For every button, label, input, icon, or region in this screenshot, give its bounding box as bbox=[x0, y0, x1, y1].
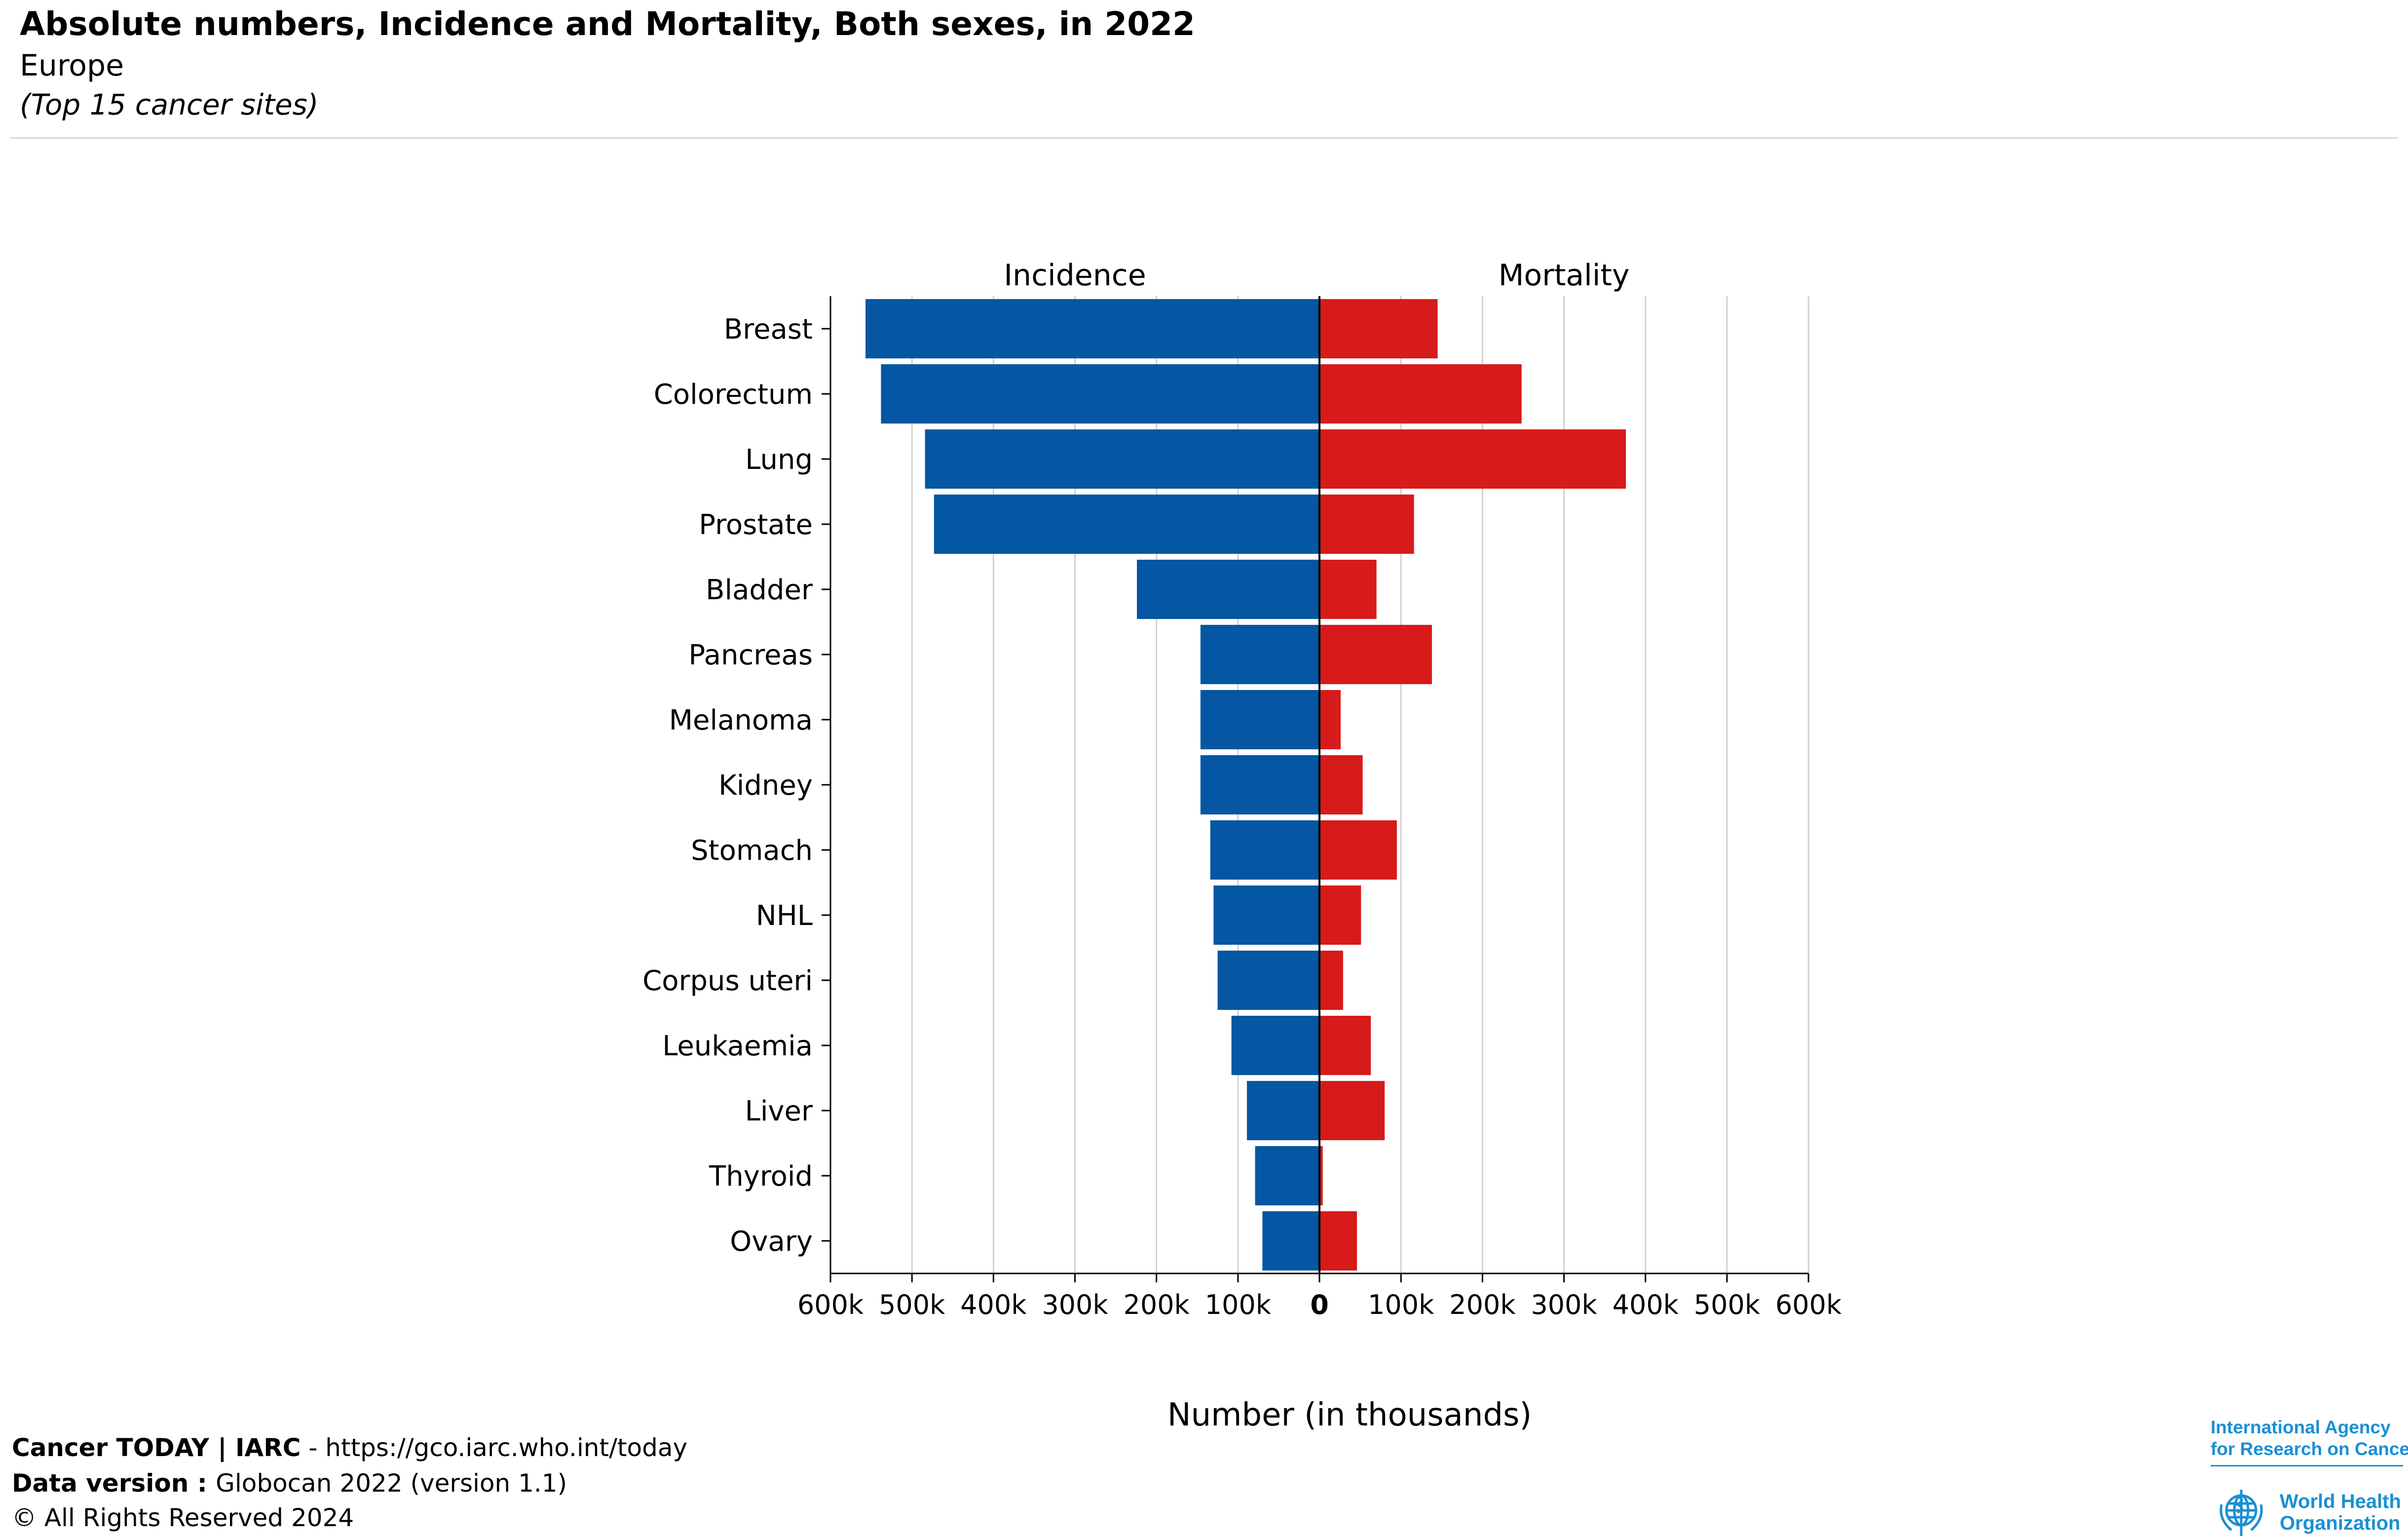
mortality-panel-label: Mortality bbox=[1499, 258, 1630, 293]
incidence-bar bbox=[934, 494, 1319, 554]
incidence-bar bbox=[1262, 1211, 1319, 1271]
category-label: Colorectum bbox=[654, 379, 813, 411]
mortality-bar bbox=[1319, 429, 1626, 489]
category-label: Leukaemia bbox=[662, 1030, 813, 1062]
mortality-bar bbox=[1319, 820, 1397, 880]
category-label: Melanoma bbox=[669, 704, 813, 736]
x-tick-label: 400k bbox=[1612, 1289, 1679, 1320]
mortality-bar bbox=[1319, 299, 1438, 359]
category-label: Bladder bbox=[706, 574, 813, 606]
mortality-bar bbox=[1319, 1146, 1323, 1206]
x-tick-label: 400k bbox=[960, 1289, 1027, 1320]
category-label: Pancreas bbox=[688, 639, 813, 671]
mortality-bar bbox=[1319, 624, 1432, 685]
x-tick-label: 100k bbox=[1368, 1289, 1434, 1320]
x-axis-title: Number (in thousands) bbox=[1167, 1397, 1532, 1433]
incidence-bar bbox=[1200, 624, 1319, 685]
mortality-bar bbox=[1319, 1015, 1371, 1076]
x-tick-label: 500k bbox=[1694, 1289, 1761, 1320]
incidence-bar bbox=[1213, 885, 1319, 945]
incidence-bar bbox=[881, 364, 1319, 424]
footer-data-version-label: Data version : bbox=[12, 1469, 216, 1498]
chart-note: (Top 15 cancer sites) bbox=[20, 88, 319, 121]
who-logo-line1: World Health bbox=[2280, 1491, 2401, 1512]
mortality-bar bbox=[1319, 755, 1363, 815]
category-label: Liver bbox=[745, 1095, 813, 1127]
iarc-logo-line2: for Research on Cancer bbox=[2211, 1439, 2408, 1459]
incidence-bar bbox=[1247, 1080, 1319, 1141]
footer-source: Cancer TODAY | IARC - https://gco.iarc.w… bbox=[12, 1433, 687, 1462]
category-label: Ovary bbox=[730, 1226, 813, 1258]
category-label: Corpus uteri bbox=[642, 965, 813, 997]
x-tick-label: 200k bbox=[1449, 1289, 1516, 1320]
category-label: Stomach bbox=[691, 835, 813, 867]
incidence-bar bbox=[925, 429, 1319, 489]
mortality-bar bbox=[1319, 885, 1361, 945]
incidence-bar bbox=[1200, 755, 1319, 815]
incidence-bar bbox=[1231, 1015, 1319, 1076]
iarc-who-logo: International Agency for Research on Can… bbox=[2211, 1417, 2408, 1540]
category-label: Kidney bbox=[718, 770, 813, 802]
x-tick-label: 0 bbox=[1310, 1289, 1329, 1320]
mortality-bar bbox=[1319, 364, 1522, 424]
chart-title: Absolute numbers, Incidence and Mortalit… bbox=[20, 5, 1195, 43]
category-label: NHL bbox=[756, 900, 813, 932]
mortality-bar bbox=[1319, 1211, 1357, 1271]
footer-copyright: © All Rights Reserved 2024 bbox=[12, 1503, 354, 1532]
mortality-bar bbox=[1319, 559, 1377, 619]
footer-source-url[interactable]: - https://gco.iarc.who.int/today bbox=[301, 1433, 688, 1462]
incidence-bar bbox=[1137, 559, 1319, 619]
incidence-bar bbox=[1217, 950, 1319, 1010]
category-label: Thyroid bbox=[709, 1160, 813, 1193]
category-label: Breast bbox=[724, 313, 813, 346]
logo-divider bbox=[2211, 1465, 2403, 1466]
iarc-logo-line1: International Agency bbox=[2211, 1417, 2391, 1437]
who-emblem-icon bbox=[2220, 1490, 2263, 1536]
x-tick-label: 100k bbox=[1205, 1289, 1272, 1320]
x-tick-label: 300k bbox=[1042, 1289, 1108, 1320]
incidence-panel-label: Incidence bbox=[1004, 258, 1146, 293]
incidence-bar bbox=[1255, 1146, 1319, 1206]
footer-source-name: Cancer TODAY | IARC bbox=[12, 1433, 301, 1462]
header-divider bbox=[10, 137, 2398, 139]
who-logo-text: World Health Organization bbox=[2280, 1491, 2401, 1534]
footer-data-version-value: Globocan 2022 (version 1.1) bbox=[216, 1469, 567, 1498]
incidence-bar bbox=[865, 299, 1319, 359]
category-label: Prostate bbox=[699, 509, 813, 541]
mortality-bar bbox=[1319, 950, 1343, 1010]
x-tick-label: 600k bbox=[1775, 1289, 1842, 1320]
x-tick-label: 300k bbox=[1531, 1289, 1597, 1320]
category-label: Lung bbox=[745, 444, 813, 476]
mortality-bar bbox=[1319, 1080, 1385, 1141]
incidence-bar bbox=[1210, 820, 1319, 880]
mortality-bar bbox=[1319, 494, 1414, 554]
incidence-bar bbox=[1200, 690, 1319, 750]
who-logo-line2: Organization bbox=[2280, 1512, 2401, 1534]
mortality-bar bbox=[1319, 690, 1341, 750]
x-tick-label: 600k bbox=[797, 1289, 864, 1320]
x-tick-label: 200k bbox=[1123, 1289, 1190, 1320]
x-tick-label: 500k bbox=[879, 1289, 945, 1320]
footer-data-version: Data version : Globocan 2022 (version 1.… bbox=[12, 1469, 567, 1498]
chart-subtitle: Europe bbox=[20, 48, 124, 83]
